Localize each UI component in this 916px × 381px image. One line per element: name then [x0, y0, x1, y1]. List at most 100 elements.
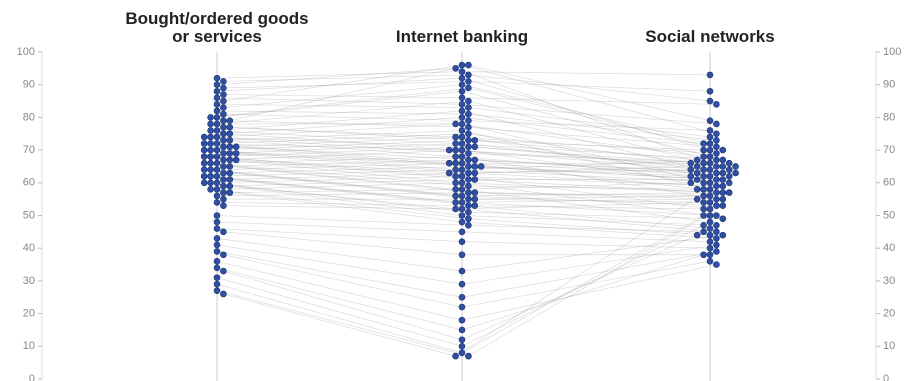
dot [713, 189, 720, 196]
dot [725, 159, 733, 167]
dot [465, 71, 472, 79]
dot [220, 156, 227, 164]
dot [687, 159, 695, 167]
dot [458, 349, 466, 357]
dot [458, 114, 466, 121]
y-tick-label: 20 [23, 308, 35, 320]
dot [200, 140, 208, 147]
dot [458, 153, 466, 160]
dot [200, 159, 208, 167]
dot [213, 264, 221, 272]
y-tick-label: 90 [23, 79, 35, 91]
dot [471, 176, 479, 183]
dot [700, 212, 707, 219]
dot [458, 218, 466, 226]
dot [213, 120, 221, 128]
dot [713, 143, 720, 151]
dot [220, 130, 227, 138]
y-tick-label: 60 [883, 177, 895, 189]
dot [465, 78, 472, 85]
dot [220, 104, 227, 111]
dot [213, 212, 221, 219]
dot [226, 169, 234, 177]
dot [220, 123, 227, 131]
dot [458, 127, 466, 134]
dot [719, 231, 727, 239]
dot [452, 153, 459, 160]
dot [706, 251, 714, 259]
dot [458, 68, 466, 75]
y-tick-label: 0 [883, 373, 889, 381]
dot [220, 97, 227, 105]
y-tick-label: 100 [883, 46, 901, 58]
dot [220, 143, 227, 151]
dot [213, 114, 221, 121]
dot [706, 186, 714, 193]
dot [719, 156, 727, 164]
dot [213, 159, 221, 167]
dot [465, 202, 472, 209]
dot [706, 117, 714, 124]
dot [700, 166, 707, 174]
dot [458, 212, 466, 219]
dot [452, 120, 459, 128]
dot [207, 140, 214, 147]
dot [207, 159, 214, 167]
dot [465, 61, 472, 69]
dot [465, 176, 472, 183]
dot [700, 228, 707, 236]
dot [719, 163, 727, 170]
dot [445, 169, 453, 177]
dot [465, 182, 472, 190]
dot [706, 87, 714, 95]
dot [213, 166, 221, 174]
dot [465, 117, 472, 124]
dot [687, 172, 695, 180]
dot [458, 107, 466, 115]
dot [213, 133, 221, 141]
dot [213, 186, 221, 193]
dot [220, 84, 227, 92]
dot [693, 156, 701, 164]
dot [220, 176, 227, 183]
dot [220, 136, 227, 144]
dot [713, 169, 720, 177]
dot [445, 159, 453, 167]
dot [713, 182, 720, 190]
y-tick-label: 0 [29, 373, 35, 381]
dot [458, 120, 466, 128]
dot [458, 280, 466, 288]
dot [706, 192, 714, 200]
dot [226, 176, 234, 183]
dot [465, 150, 472, 157]
dot [719, 176, 727, 183]
dot [713, 261, 720, 268]
dot [693, 231, 701, 239]
dot [465, 208, 472, 216]
dot [458, 228, 466, 236]
y-tick-label: 70 [883, 144, 895, 156]
dot [719, 182, 727, 190]
dot [713, 248, 720, 255]
dot [458, 251, 466, 259]
dot [207, 114, 214, 121]
column-title: Bought/ordered goods or services [117, 6, 317, 46]
dot [213, 172, 221, 180]
dot [465, 104, 472, 111]
dot [458, 342, 466, 350]
dot [458, 303, 466, 311]
dot [458, 336, 466, 344]
column-title: Internet banking [362, 6, 562, 46]
dot [465, 189, 472, 196]
dot [706, 218, 714, 226]
dot [706, 127, 714, 134]
dot [226, 136, 234, 144]
dot [713, 130, 720, 138]
dot [465, 123, 472, 131]
dot [200, 133, 208, 141]
dot [458, 316, 466, 324]
column-title-text: Internet banking [395, 27, 529, 46]
dot [693, 169, 701, 177]
dot [719, 202, 727, 209]
dot [458, 186, 466, 193]
